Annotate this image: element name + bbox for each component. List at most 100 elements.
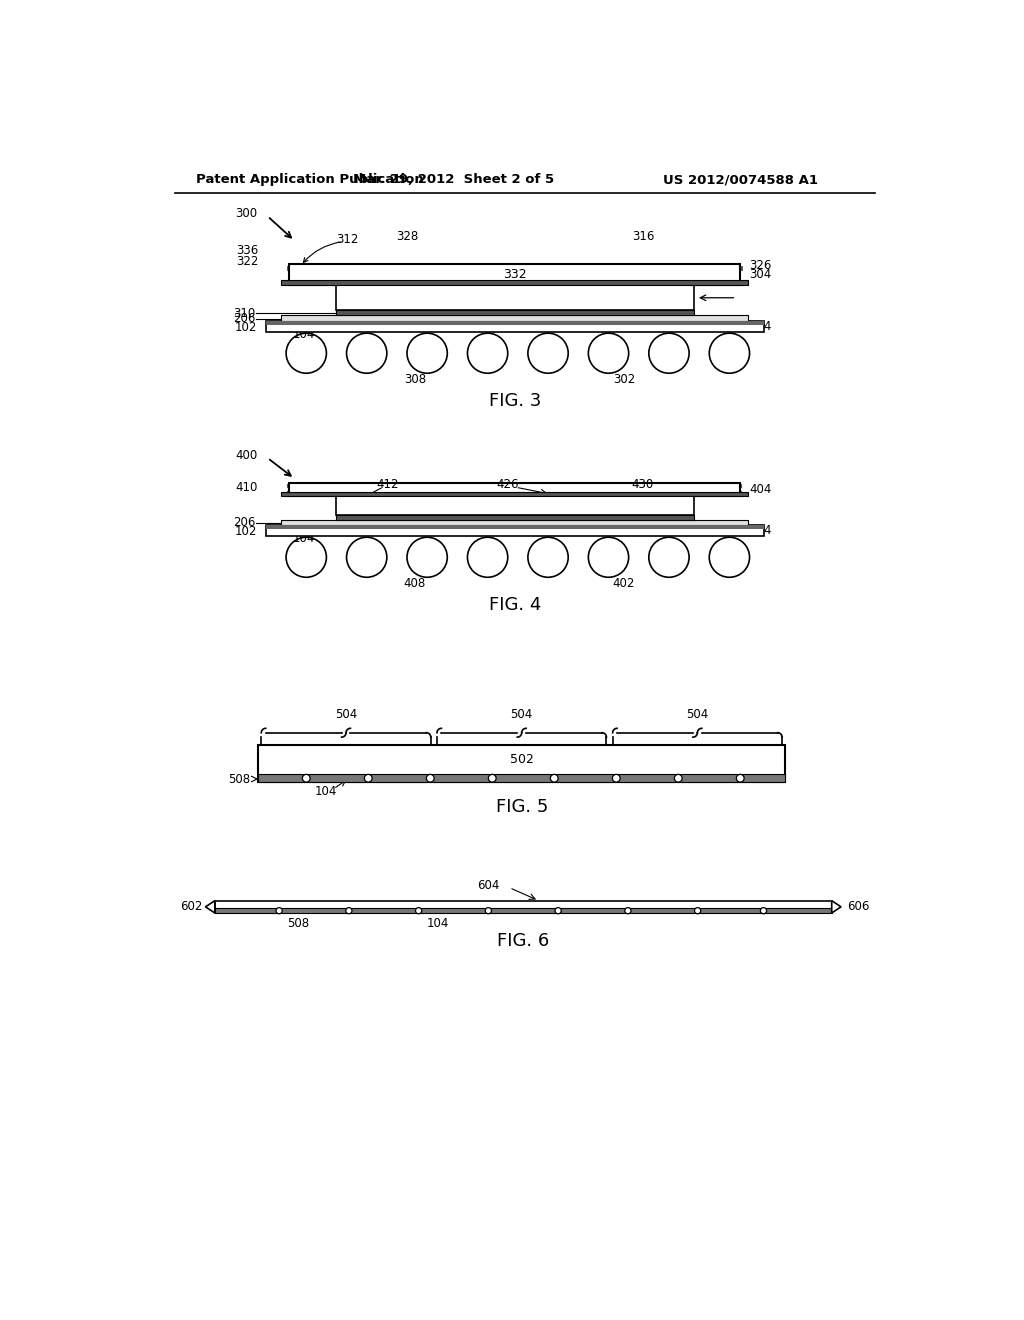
Text: Patent Application Publication: Patent Application Publication bbox=[197, 173, 424, 186]
Circle shape bbox=[550, 775, 558, 781]
Text: 504: 504 bbox=[686, 708, 709, 721]
Circle shape bbox=[286, 537, 327, 577]
Circle shape bbox=[710, 537, 750, 577]
Text: 504: 504 bbox=[335, 708, 357, 721]
Circle shape bbox=[365, 775, 372, 781]
Circle shape bbox=[555, 908, 561, 913]
Bar bbox=[215, 900, 831, 913]
Polygon shape bbox=[831, 900, 841, 913]
Text: 318: 318 bbox=[660, 292, 684, 305]
Text: 604: 604 bbox=[477, 879, 500, 892]
Text: 404: 404 bbox=[750, 483, 772, 496]
Text: 324: 324 bbox=[750, 319, 772, 333]
Text: 412: 412 bbox=[376, 478, 398, 491]
Text: 328: 328 bbox=[396, 231, 418, 243]
Text: 312: 312 bbox=[336, 232, 358, 246]
Circle shape bbox=[467, 333, 508, 374]
Polygon shape bbox=[206, 900, 215, 913]
Circle shape bbox=[407, 537, 447, 577]
Circle shape bbox=[467, 537, 508, 577]
Bar bbox=[336, 515, 693, 520]
Circle shape bbox=[488, 775, 496, 781]
Circle shape bbox=[302, 775, 310, 781]
Text: 424: 424 bbox=[750, 524, 772, 537]
Bar bbox=[215, 908, 831, 913]
Text: FIG. 5: FIG. 5 bbox=[496, 797, 548, 816]
Text: 206: 206 bbox=[233, 312, 256, 325]
Text: 332: 332 bbox=[503, 268, 526, 281]
Circle shape bbox=[528, 537, 568, 577]
Text: 104: 104 bbox=[314, 785, 337, 797]
Text: US 2012/0074588 A1: US 2012/0074588 A1 bbox=[663, 173, 818, 186]
Circle shape bbox=[675, 775, 682, 781]
Text: 426: 426 bbox=[497, 478, 519, 491]
Text: 410: 410 bbox=[236, 482, 258, 495]
Circle shape bbox=[346, 333, 387, 374]
Text: 310: 310 bbox=[233, 306, 256, 319]
Circle shape bbox=[612, 775, 621, 781]
Bar bbox=[266, 525, 764, 536]
Circle shape bbox=[286, 333, 327, 374]
Text: 606: 606 bbox=[847, 900, 869, 913]
Bar bbox=[336, 496, 693, 515]
Text: 104: 104 bbox=[293, 532, 315, 545]
Text: 402: 402 bbox=[612, 577, 635, 590]
Text: 418: 418 bbox=[660, 499, 684, 512]
Bar bbox=[258, 775, 785, 781]
Text: 304: 304 bbox=[750, 268, 772, 281]
Text: 408: 408 bbox=[403, 577, 426, 590]
Circle shape bbox=[589, 537, 629, 577]
Text: 508: 508 bbox=[288, 916, 309, 929]
Circle shape bbox=[649, 333, 689, 374]
Text: FIG. 6: FIG. 6 bbox=[497, 932, 549, 949]
Bar bbox=[336, 310, 693, 315]
Text: 508: 508 bbox=[228, 772, 251, 785]
Text: 314: 314 bbox=[503, 292, 526, 305]
Circle shape bbox=[710, 333, 750, 374]
Text: Mar. 29, 2012  Sheet 2 of 5: Mar. 29, 2012 Sheet 2 of 5 bbox=[353, 173, 554, 186]
Text: 102: 102 bbox=[236, 525, 257, 539]
Bar bbox=[266, 525, 764, 529]
Circle shape bbox=[694, 908, 700, 913]
Bar bbox=[282, 520, 748, 525]
Text: 104: 104 bbox=[293, 329, 315, 342]
Text: FIG. 3: FIG. 3 bbox=[488, 392, 541, 411]
Bar bbox=[282, 280, 748, 285]
Text: FIG. 4: FIG. 4 bbox=[488, 597, 541, 614]
Circle shape bbox=[426, 775, 434, 781]
Circle shape bbox=[649, 537, 689, 577]
Text: 102: 102 bbox=[236, 321, 257, 334]
Bar bbox=[258, 744, 785, 781]
Bar bbox=[266, 321, 764, 325]
Circle shape bbox=[485, 908, 492, 913]
Text: 326: 326 bbox=[750, 259, 772, 272]
Text: 104: 104 bbox=[427, 916, 450, 929]
Text: 336: 336 bbox=[236, 244, 258, 257]
Text: 300: 300 bbox=[236, 207, 257, 220]
Circle shape bbox=[346, 908, 352, 913]
Circle shape bbox=[625, 908, 631, 913]
Circle shape bbox=[276, 908, 283, 913]
Circle shape bbox=[589, 333, 629, 374]
Bar bbox=[282, 315, 748, 321]
Text: 504: 504 bbox=[511, 708, 532, 721]
Bar bbox=[266, 321, 764, 331]
Text: 308: 308 bbox=[403, 372, 426, 385]
Text: 316: 316 bbox=[632, 231, 654, 243]
Text: 602: 602 bbox=[180, 900, 203, 913]
Bar bbox=[289, 483, 740, 496]
Bar bbox=[289, 264, 740, 285]
Circle shape bbox=[761, 908, 767, 913]
Text: 400: 400 bbox=[236, 449, 257, 462]
Text: 322: 322 bbox=[236, 255, 258, 268]
Bar bbox=[336, 285, 693, 310]
Bar bbox=[282, 492, 748, 496]
Circle shape bbox=[528, 333, 568, 374]
Circle shape bbox=[407, 333, 447, 374]
Text: 206: 206 bbox=[233, 516, 256, 529]
Circle shape bbox=[736, 775, 744, 781]
Text: 302: 302 bbox=[613, 372, 635, 385]
Text: 430: 430 bbox=[632, 478, 654, 491]
Circle shape bbox=[346, 537, 387, 577]
Text: 502: 502 bbox=[510, 754, 534, 767]
